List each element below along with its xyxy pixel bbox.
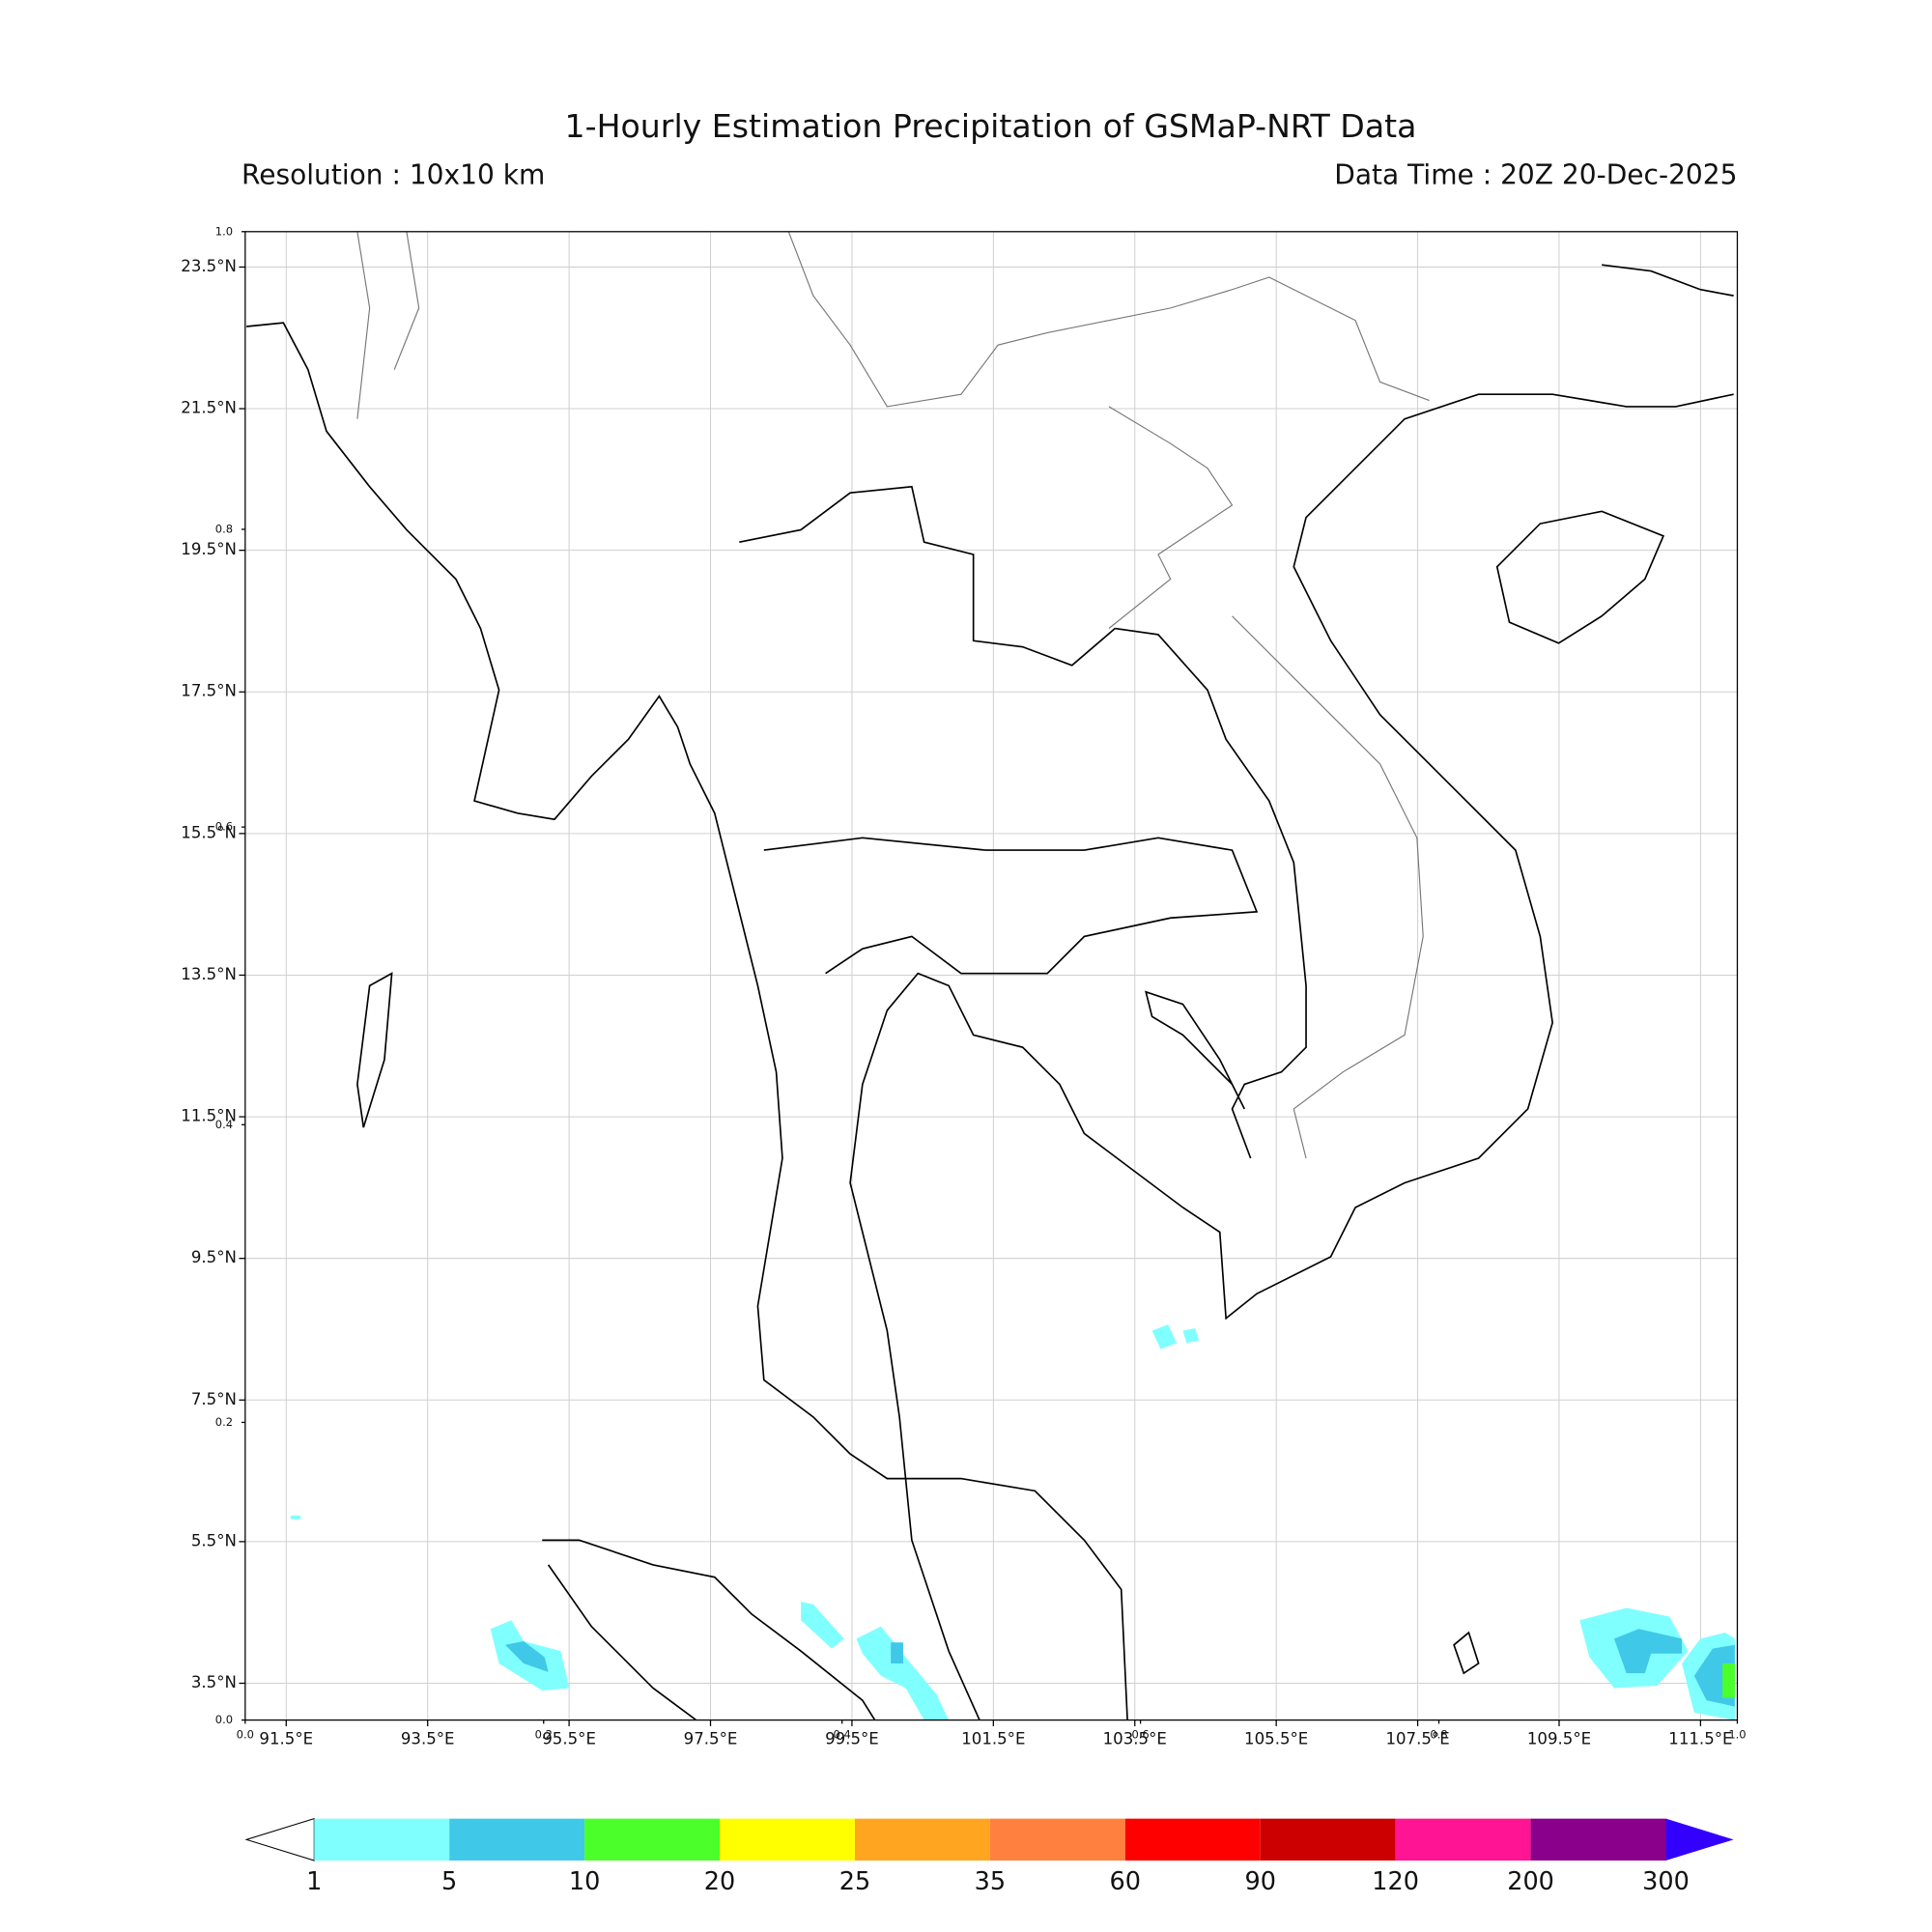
rain-area — [856, 1626, 950, 1720]
colorbar-label: 90 — [1244, 1867, 1275, 1896]
title: 1-Hourly Estimation Precipitation of GSM… — [565, 107, 1417, 145]
colorbar-box — [1395, 1818, 1531, 1861]
frame-tick-label: 0.6 — [1131, 1727, 1149, 1741]
precipitation — [291, 1324, 1735, 1720]
lon-label: 93.5°E — [401, 1730, 455, 1748]
axis-ticks: 91.5°E 93.5°E 95.5°E 97.5°E 99.5°E 101.5°E 103… — [181, 224, 1746, 1747]
colorbar-label: 20 — [704, 1867, 735, 1896]
frame-tick-label: 0.2 — [215, 1415, 233, 1429]
colorbar-label: 200 — [1507, 1867, 1554, 1896]
colorbar-label: 1 — [306, 1867, 322, 1896]
colorbar-label: 300 — [1642, 1867, 1690, 1896]
lat-label: 17.5°N — [181, 682, 237, 700]
lon-label: 91.5°E — [259, 1730, 313, 1748]
rain-area — [1722, 1662, 1735, 1698]
lon-label: 109.5°E — [1527, 1730, 1591, 1748]
lat-label: 19.5°N — [181, 540, 237, 558]
lon-label: 95.5°E — [542, 1730, 596, 1748]
coastlines — [246, 231, 1734, 1721]
frame-tick-label: 0.4 — [215, 1118, 233, 1131]
colorbar-label: 25 — [839, 1867, 870, 1896]
colorbar-label: 60 — [1110, 1867, 1141, 1896]
lat-label: 11.5°N — [181, 1107, 237, 1125]
rain-area — [1151, 1324, 1200, 1350]
colorbar-box — [720, 1818, 855, 1861]
lon-label: 111.5°E — [1668, 1730, 1732, 1748]
colorbar-box — [854, 1818, 990, 1861]
frame-tick-label: 0.0 — [237, 1727, 254, 1741]
frame-tick-label: 1.0 — [215, 224, 233, 238]
frame-tick-label: 0.2 — [535, 1727, 553, 1741]
lon-label: 97.5°E — [684, 1730, 738, 1748]
lon-label: 103.5°E — [1103, 1730, 1167, 1748]
lat-label: 23.5°N — [181, 257, 237, 275]
colorbar-box — [584, 1818, 721, 1861]
lat-label: 21.5°N — [181, 399, 237, 417]
colorbar-label: 120 — [1372, 1867, 1419, 1896]
data-time: Data Time : 20Z 20-Dec-2025 — [1334, 158, 1737, 190]
colorbar-extend-high — [1665, 1818, 1734, 1861]
colorbar: 1 5 10 20 25 35 60 90 120 200 300 — [244, 1817, 1734, 1896]
lon-label: 99.5°E — [825, 1730, 879, 1748]
rain-area — [801, 1602, 844, 1649]
rain-area — [891, 1642, 903, 1663]
colorbar-label: 5 — [441, 1867, 457, 1896]
colorbar-box — [1530, 1818, 1666, 1861]
colorbar-label: 10 — [569, 1867, 600, 1896]
lon-label: 105.5°E — [1244, 1730, 1308, 1748]
grid — [244, 231, 1738, 1720]
lon-label: 107.5°E — [1385, 1730, 1449, 1748]
frame-tick-label: 0.0 — [215, 1713, 233, 1726]
lat-label: 13.5°N — [181, 965, 237, 983]
rain-area — [1613, 1629, 1683, 1674]
rain-area — [291, 1515, 301, 1520]
colorbar-label: 35 — [975, 1867, 1006, 1896]
colorbar-box — [314, 1818, 450, 1861]
lat-label: 9.5°N — [191, 1248, 237, 1266]
colorbar-extend-low — [244, 1817, 315, 1861]
frame-tick-label: 0.8 — [215, 522, 233, 535]
colorbar-box — [1260, 1818, 1396, 1861]
lat-label: 5.5°N — [191, 1531, 237, 1549]
rain-area — [504, 1640, 549, 1672]
lat-label: 15.5°N — [181, 823, 237, 841]
lat-label: 3.5°N — [191, 1673, 237, 1691]
colorbar-box — [1124, 1818, 1261, 1861]
lon-label: 101.5°E — [961, 1730, 1025, 1748]
lat-label: 7.5°N — [191, 1390, 237, 1408]
frame-tick-label: 0.8 — [1430, 1727, 1447, 1741]
frame-tick-label: 0.4 — [834, 1727, 851, 1741]
frame-tick-label: 1.0 — [1728, 1727, 1746, 1741]
colorbar-box — [989, 1818, 1125, 1861]
resolution: Resolution : 10x10 km — [242, 158, 545, 190]
colorbar-box — [449, 1818, 585, 1861]
frame-tick-label: 0.6 — [215, 820, 233, 834]
map-frame — [244, 231, 1739, 1721]
